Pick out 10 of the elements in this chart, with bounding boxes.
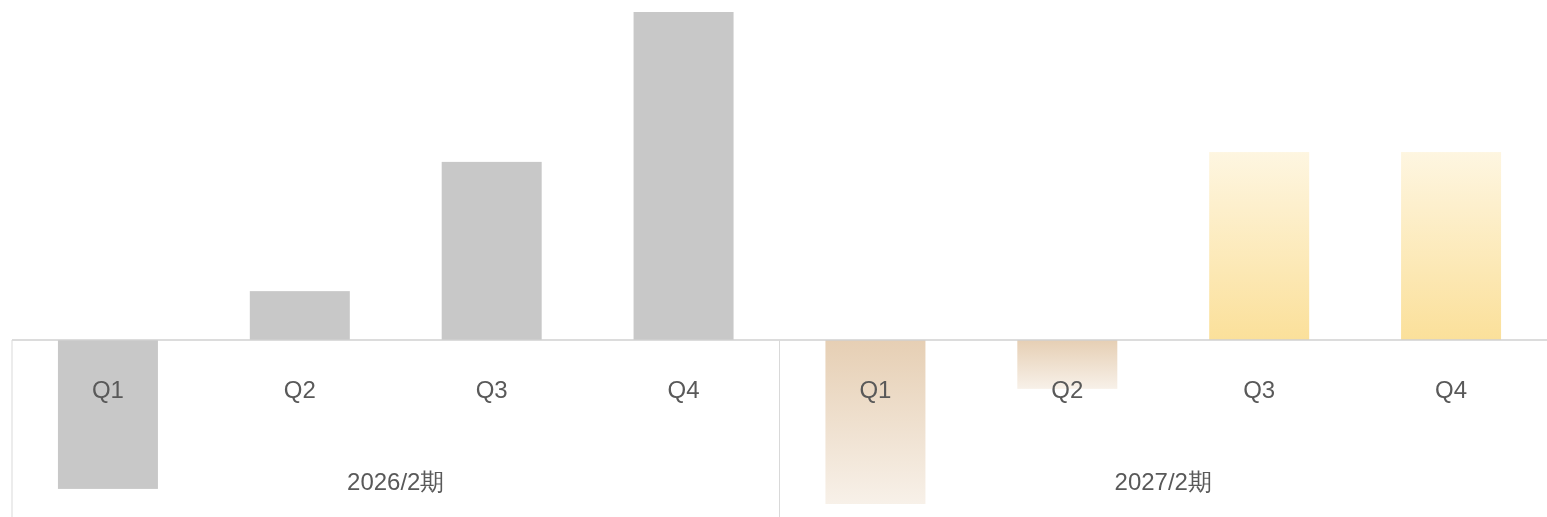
x-tick-label: Q4 (667, 376, 700, 403)
x-tick-label: Q2 (283, 376, 316, 403)
x-tick-label: Q1 (91, 376, 124, 403)
x-tick-label: Q1 (859, 376, 892, 403)
x-tick-label: Q4 (1435, 376, 1468, 403)
x-tick-label: Q2 (1051, 376, 1084, 403)
x-tick-label: Q3 (1243, 376, 1276, 403)
annotation: 2026/2期 (347, 468, 445, 495)
x-tick-label: Q3 (475, 376, 508, 403)
annotation: 2027/2期 (1114, 468, 1212, 495)
